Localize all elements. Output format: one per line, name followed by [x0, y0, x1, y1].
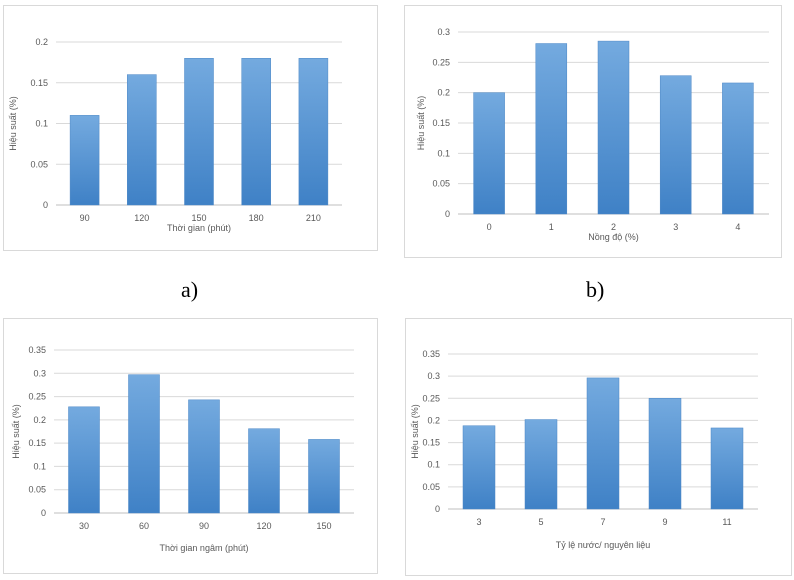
y-tick-label: 0	[41, 508, 46, 518]
x-axis-title: Thời gian ngâm (phút)	[160, 543, 249, 553]
y-tick-label: 0.3	[427, 371, 440, 381]
x-tick-label: 120	[256, 521, 271, 531]
bar	[127, 74, 157, 206]
y-tick-label: 0.2	[427, 415, 440, 425]
y-tick-label: 0.3	[437, 27, 450, 37]
chart-panel-d: 0 0.05 0.1 0.15 0.2 0.25 0.3 0.35 3 5 7 9 11 Tỷ lệ nư…	[405, 318, 792, 576]
x-tick-label: 9	[662, 517, 667, 527]
bar	[308, 439, 340, 514]
x-tick-label: 2	[611, 222, 616, 232]
y-axis-title: Hiệu suất (%)	[11, 404, 21, 459]
y-tick-label: 0.1	[33, 461, 46, 471]
x-tick-label: 120	[134, 213, 149, 223]
y-tick-label: 0.25	[422, 393, 440, 403]
bar	[128, 374, 160, 514]
bar	[462, 425, 496, 510]
x-tick-label: 1	[549, 222, 554, 232]
bar	[535, 43, 568, 215]
y-tick-label: 0	[435, 504, 440, 514]
y-tick-label: 0.05	[422, 482, 440, 492]
chart-a: 0 0.05 0.1 0.15 0.2 90 120 150 180 210 Thời gian (…	[8, 37, 342, 233]
y-tick-label: 0.1	[437, 148, 450, 158]
y-tick-label: 0.15	[28, 438, 46, 448]
caption-b: b)	[586, 277, 605, 302]
x-tick-label: 0	[487, 222, 492, 232]
bar	[722, 82, 754, 215]
y-axis-title: Hiệu suất (%)	[8, 96, 18, 151]
y-tick-label: 0.1	[427, 460, 440, 470]
x-axis-title: Tỷ lệ nước/ nguyên liệu	[556, 540, 650, 550]
y-tick-label: 0	[445, 209, 450, 219]
y-tick-label: 0.3	[33, 368, 46, 378]
bar	[68, 406, 100, 514]
x-tick-label: 60	[139, 521, 149, 531]
bar	[184, 58, 214, 206]
bar	[710, 427, 744, 510]
y-tick-label: 0.15	[432, 118, 450, 128]
x-tick-label: 150	[191, 213, 206, 223]
bar	[473, 92, 505, 215]
bar	[659, 75, 692, 215]
x-tick-label: 180	[249, 213, 264, 223]
chart-panel-c: 0 0.05 0.1 0.15 0.2 0.25 0.3 0.35 30 60 90 120 150 Th…	[3, 318, 378, 574]
y-tick-label: 0.35	[422, 349, 440, 359]
y-tick-label: 0.35	[28, 345, 46, 355]
y-tick-label: 0.05	[30, 159, 48, 169]
y-tick-label: 0.2	[35, 37, 48, 47]
chart-panel-b: 0 0.05 0.1 0.15 0.2 0.25 0.3 0 1 2 3 4 Nồng độ (%) Hi…	[404, 5, 782, 258]
y-tick-label: 0.1	[35, 119, 48, 129]
bar	[597, 40, 630, 215]
x-tick-label: 11	[722, 517, 731, 527]
y-tick-label: 0.25	[28, 392, 46, 402]
y-tick-label: 0.25	[432, 57, 450, 67]
x-tick-label: 5	[538, 517, 543, 527]
y-tick-label: 0.05	[432, 179, 450, 189]
y-tick-label: 0.15	[30, 78, 48, 88]
x-tick-label: 210	[306, 213, 321, 223]
bar	[241, 58, 271, 206]
bar	[648, 398, 682, 510]
y-axis-title: Hiệu suất (%)	[416, 96, 426, 151]
x-tick-label: 90	[199, 521, 209, 531]
chart-panel-a: 0 0.05 0.1 0.15 0.2 90 120 150 180 210 Thời gian (…	[3, 5, 378, 251]
bar	[248, 428, 280, 514]
bar	[298, 58, 329, 206]
x-tick-label: 3	[673, 222, 678, 232]
x-axis-title: Thời gian (phút)	[167, 223, 231, 233]
x-tick-label: 90	[80, 213, 90, 223]
chart-d: 0 0.05 0.1 0.15 0.2 0.25 0.3 0.35 3 5 7 9 11 Tỷ lệ nư…	[410, 349, 758, 550]
bar	[188, 399, 220, 514]
chart-c: 0 0.05 0.1 0.15 0.2 0.25 0.3 0.35 30 60 90 120 150 Th…	[11, 345, 354, 553]
x-tick-label: 3	[476, 517, 481, 527]
caption-a: a)	[181, 277, 199, 302]
x-tick-label: 150	[316, 521, 331, 531]
bar	[69, 115, 100, 206]
x-tick-label: 7	[600, 517, 605, 527]
bar	[524, 419, 558, 510]
y-tick-label: 0.05	[28, 485, 46, 495]
y-tick-label: 0	[43, 200, 48, 210]
y-tick-label: 0.2	[33, 415, 46, 425]
x-axis-title: Nồng độ (%)	[588, 232, 639, 242]
y-tick-label: 0.15	[422, 438, 440, 448]
y-axis-title: Hiệu suất (%)	[410, 404, 420, 459]
y-tick-label: 0.2	[437, 88, 450, 98]
x-tick-label: 30	[79, 521, 89, 531]
x-tick-label: 4	[735, 222, 740, 232]
chart-b: 0 0.05 0.1 0.15 0.2 0.25 0.3 0 1 2 3 4 Nồng độ (%) Hi…	[416, 27, 769, 242]
bar	[586, 377, 620, 510]
